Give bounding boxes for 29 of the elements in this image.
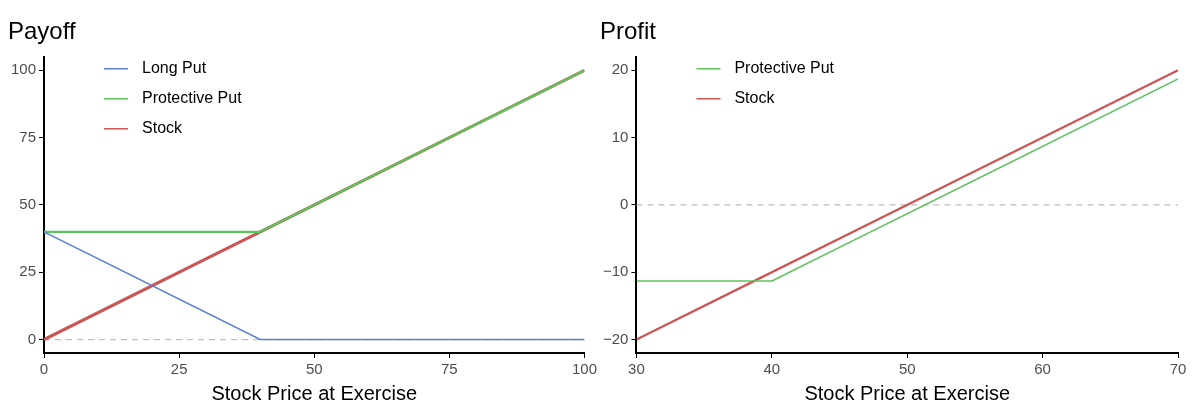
y-tick-label: 0 (27, 329, 37, 347)
legend-label: Stock (734, 89, 776, 107)
x-axis-title: Stock Price at Exercise (804, 381, 1011, 404)
x-tick-label: 30 (628, 360, 645, 378)
x-tick-label: 100 (571, 360, 597, 378)
legend-label: Long Put (142, 59, 207, 77)
chart-title: Payoff (8, 17, 76, 45)
y-tick-label: 0 (620, 195, 629, 213)
y-tick-label: −20 (602, 329, 629, 347)
legend-label: Stock (142, 119, 184, 137)
y-tick-label: −10 (602, 262, 629, 280)
y-tick-label: 50 (19, 195, 37, 213)
x-axis-title: Stock Price at Exercise (211, 381, 418, 404)
x-tick-label: 50 (305, 360, 323, 378)
y-tick-label: 10 (611, 127, 629, 145)
chart-title: Profit (600, 17, 657, 45)
x-tick-label: 50 (898, 360, 916, 378)
y-tick-label: 75 (19, 127, 37, 145)
x-tick-label: 0 (39, 360, 49, 378)
x-tick-label: 60 (1034, 360, 1051, 378)
legend-label: Protective Put (142, 89, 243, 107)
x-tick-label: 70 (1169, 360, 1187, 378)
x-tick-label: 25 (170, 360, 188, 378)
legend-label: Protective Put (734, 59, 835, 77)
y-tick-label: 20 (611, 60, 629, 78)
x-tick-label: 40 (763, 360, 781, 378)
y-tick-label: 25 (19, 262, 37, 280)
y-tick-label: 100 (11, 60, 37, 78)
x-tick-label: 75 (441, 360, 458, 378)
